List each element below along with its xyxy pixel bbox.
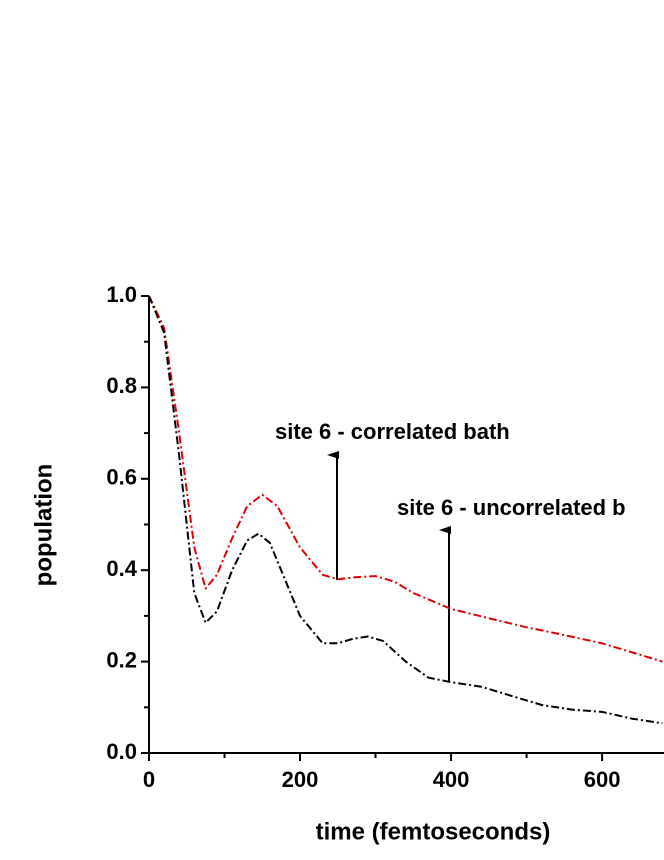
y-tick-label: 0.6 [106,465,137,490]
y-tick-label: 0.8 [106,373,137,398]
x-tick-label: 400 [433,767,470,792]
y-tick-label: 0.4 [106,556,137,581]
x-tick-label: 600 [584,767,621,792]
x-tick-label: 0 [143,767,155,792]
y-tick-label: 0.2 [106,647,137,672]
x-tick-label: 200 [282,767,319,792]
line-series [148,295,663,663]
y-axis-label: population [30,464,57,587]
annotation: site 6 - correlated bath [275,419,510,444]
y-tick-label: 1.0 [106,282,137,307]
annotation: site 6 - uncorrelated b [397,495,626,520]
line-series [148,295,663,725]
x-axis-label: time (femtoseconds) [316,818,551,845]
y-tick-label: 0.0 [106,739,137,764]
